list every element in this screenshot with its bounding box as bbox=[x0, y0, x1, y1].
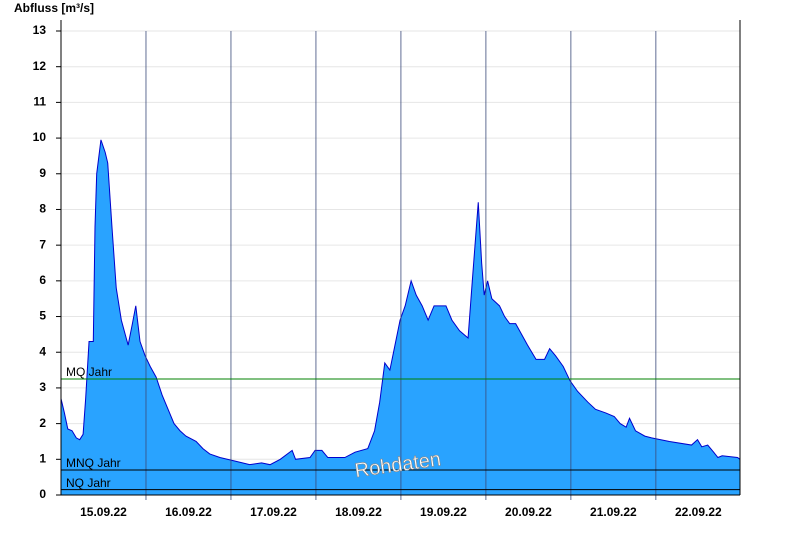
y-tick-label: 1 bbox=[39, 451, 46, 465]
chart-title: Abfluss [m³/s] bbox=[14, 1, 94, 15]
reference-label: NQ Jahr bbox=[66, 476, 111, 490]
y-tick-label: 8 bbox=[39, 202, 46, 216]
y-tick-label: 9 bbox=[39, 166, 46, 180]
reference-label: MQ Jahr bbox=[66, 365, 112, 379]
y-tick-label: 10 bbox=[33, 130, 47, 144]
x-tick-label: 19.09.22 bbox=[420, 505, 467, 519]
x-tick-label: 18.09.22 bbox=[335, 505, 382, 519]
y-tick-label: 5 bbox=[39, 309, 46, 323]
y-tick-label: 13 bbox=[33, 23, 47, 37]
y-tick-label: 7 bbox=[39, 237, 46, 251]
y-tick-label: 2 bbox=[39, 416, 46, 430]
x-tick-label: 20.09.22 bbox=[505, 505, 552, 519]
area bbox=[61, 139, 740, 495]
x-tick-label: 16.09.22 bbox=[165, 505, 212, 519]
y-tick-label: 6 bbox=[39, 273, 46, 287]
y-tick-label: 0 bbox=[39, 487, 46, 501]
y-tick-label: 11 bbox=[33, 95, 46, 109]
y-tick-label: 4 bbox=[39, 344, 46, 358]
x-tick-label: 22.09.22 bbox=[675, 505, 722, 519]
x-tick-label: 15.09.22 bbox=[80, 505, 127, 519]
x-tick-label: 21.09.22 bbox=[590, 505, 637, 519]
y-tick-label: 3 bbox=[39, 380, 46, 394]
y-tick-label: 12 bbox=[33, 59, 47, 73]
reference-label: MNQ Jahr bbox=[66, 456, 121, 470]
x-tick-label: 17.09.22 bbox=[250, 505, 297, 519]
line bbox=[60, 139, 741, 466]
